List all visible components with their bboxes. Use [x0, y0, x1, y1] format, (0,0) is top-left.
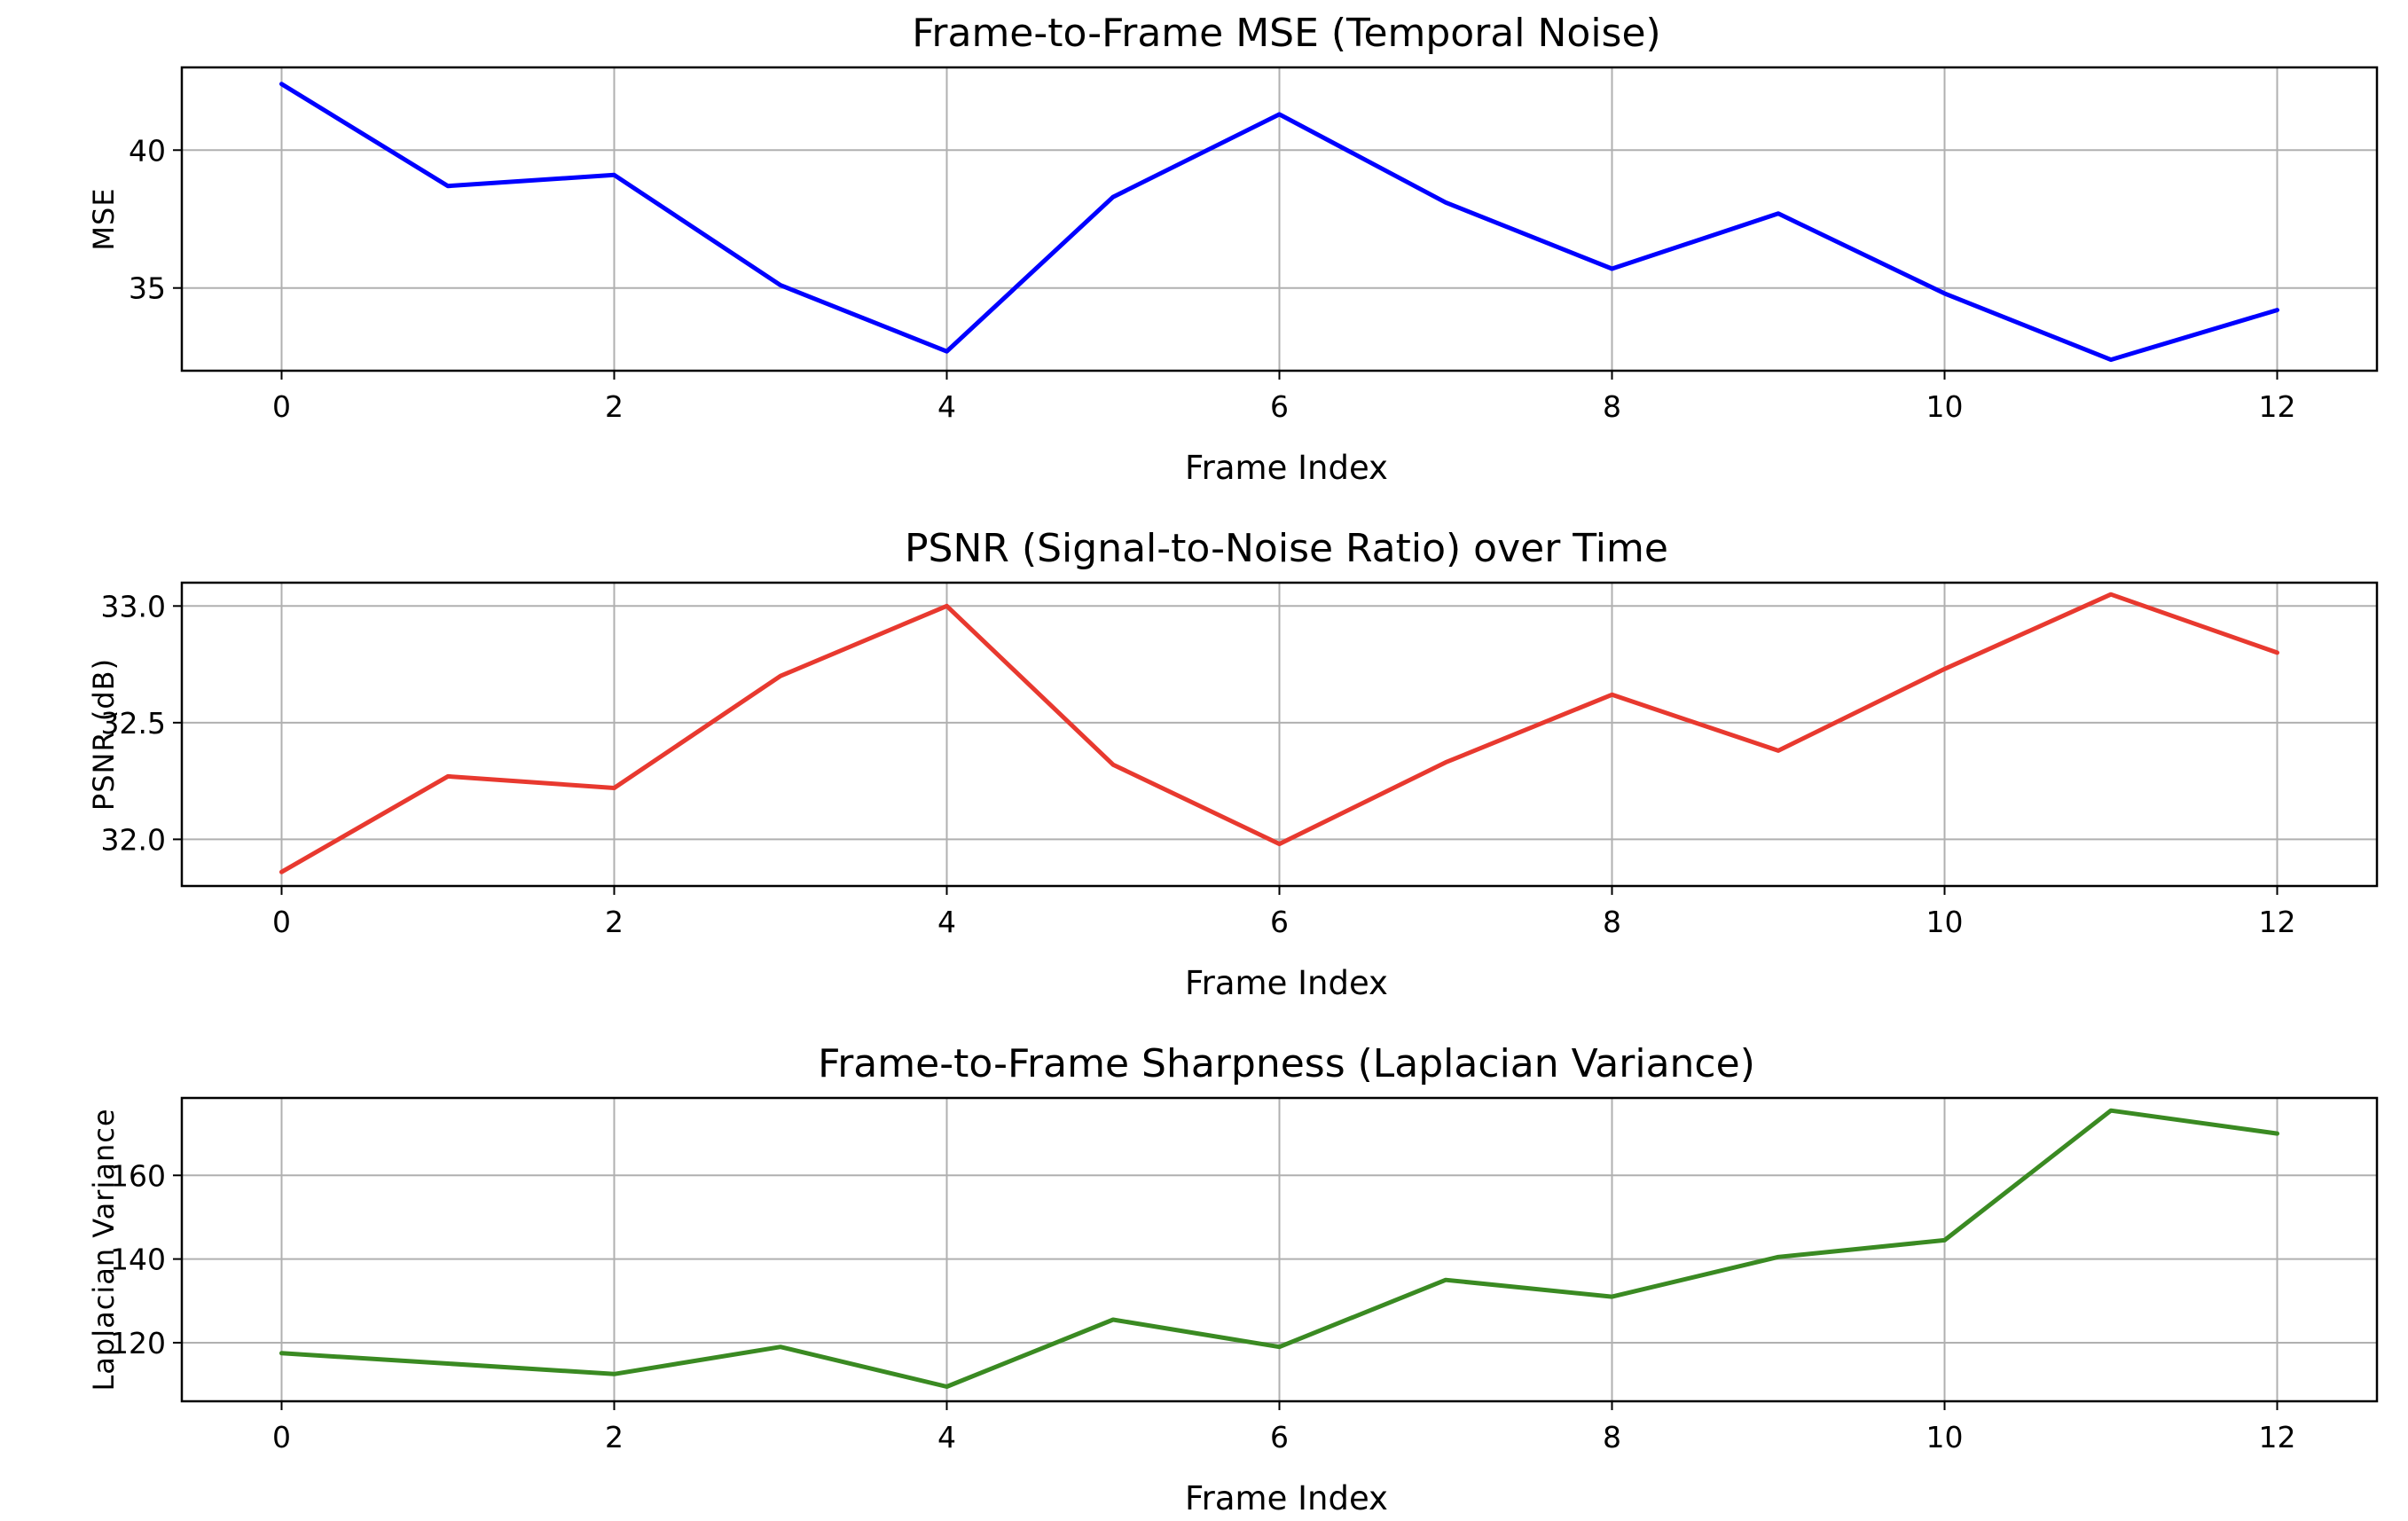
- y-axis-label: PSNR (dB): [87, 658, 121, 811]
- x-tick-label: 10: [1926, 905, 1964, 939]
- x-tick-label: 8: [1603, 389, 1621, 424]
- y-tick-label: 32.5: [101, 706, 166, 741]
- chart-title: PSNR (Signal-to-Noise Ratio) over Time: [905, 526, 1668, 571]
- x-tick-label: 10: [1926, 389, 1964, 424]
- chart-title: Frame-to-Frame MSE (Temporal Noise): [912, 11, 1660, 56]
- y-axis-label: Laplacian Variance: [87, 1108, 121, 1391]
- y-tick-label: 160: [110, 1158, 166, 1193]
- x-tick-label: 8: [1603, 1420, 1621, 1454]
- x-tick-label: 0: [272, 1420, 291, 1454]
- x-axis-label: Frame Index: [1185, 449, 1388, 487]
- x-tick-label: 2: [605, 389, 624, 424]
- x-axis-label: Frame Index: [1185, 1479, 1388, 1517]
- y-tick-label: 32.0: [101, 822, 166, 857]
- x-tick-label: 0: [272, 389, 291, 424]
- y-tick-label: 35: [129, 271, 166, 306]
- x-tick-label: 10: [1926, 1420, 1964, 1454]
- y-tick-label: 140: [110, 1243, 166, 1277]
- chart-title: Frame-to-Frame Sharpness (Laplacian Vari…: [818, 1041, 1755, 1086]
- x-tick-label: 6: [1270, 905, 1289, 939]
- x-tick-label: 12: [2259, 905, 2296, 939]
- y-tick-label: 40: [129, 133, 166, 168]
- x-tick-label: 4: [937, 1420, 956, 1454]
- subplot-1: 0 2 4 6 8 10 12 35 40 Frame-to-Frame MSE (Tempora…: [87, 11, 2379, 487]
- y-tick-label: 120: [110, 1326, 166, 1360]
- y-axis-label: MSE: [87, 187, 121, 250]
- x-tick-label: 12: [2259, 389, 2296, 424]
- x-tick-label: 6: [1270, 1420, 1289, 1454]
- x-tick-label: 12: [2259, 1420, 2296, 1454]
- x-tick-label: 2: [605, 905, 624, 939]
- x-tick-label: 6: [1270, 389, 1289, 424]
- subplot-2: 0 2 4 6 8 10 12 32.0 32.5 33.0 PSNR (Signal-to-Noi…: [87, 526, 2379, 1002]
- x-tick-label: 0: [272, 905, 291, 939]
- subplot-3: 0 2 4 6 8 10 12 120 140 160 Frame-to-Frame Sharpne…: [87, 1041, 2379, 1517]
- y-tick-label: 33.0: [101, 589, 166, 623]
- x-tick-label: 4: [937, 905, 956, 939]
- x-axis-label: Frame Index: [1185, 964, 1388, 1002]
- x-tick-label: 4: [937, 389, 956, 424]
- x-tick-label: 2: [605, 1420, 624, 1454]
- x-tick-label: 8: [1603, 905, 1621, 939]
